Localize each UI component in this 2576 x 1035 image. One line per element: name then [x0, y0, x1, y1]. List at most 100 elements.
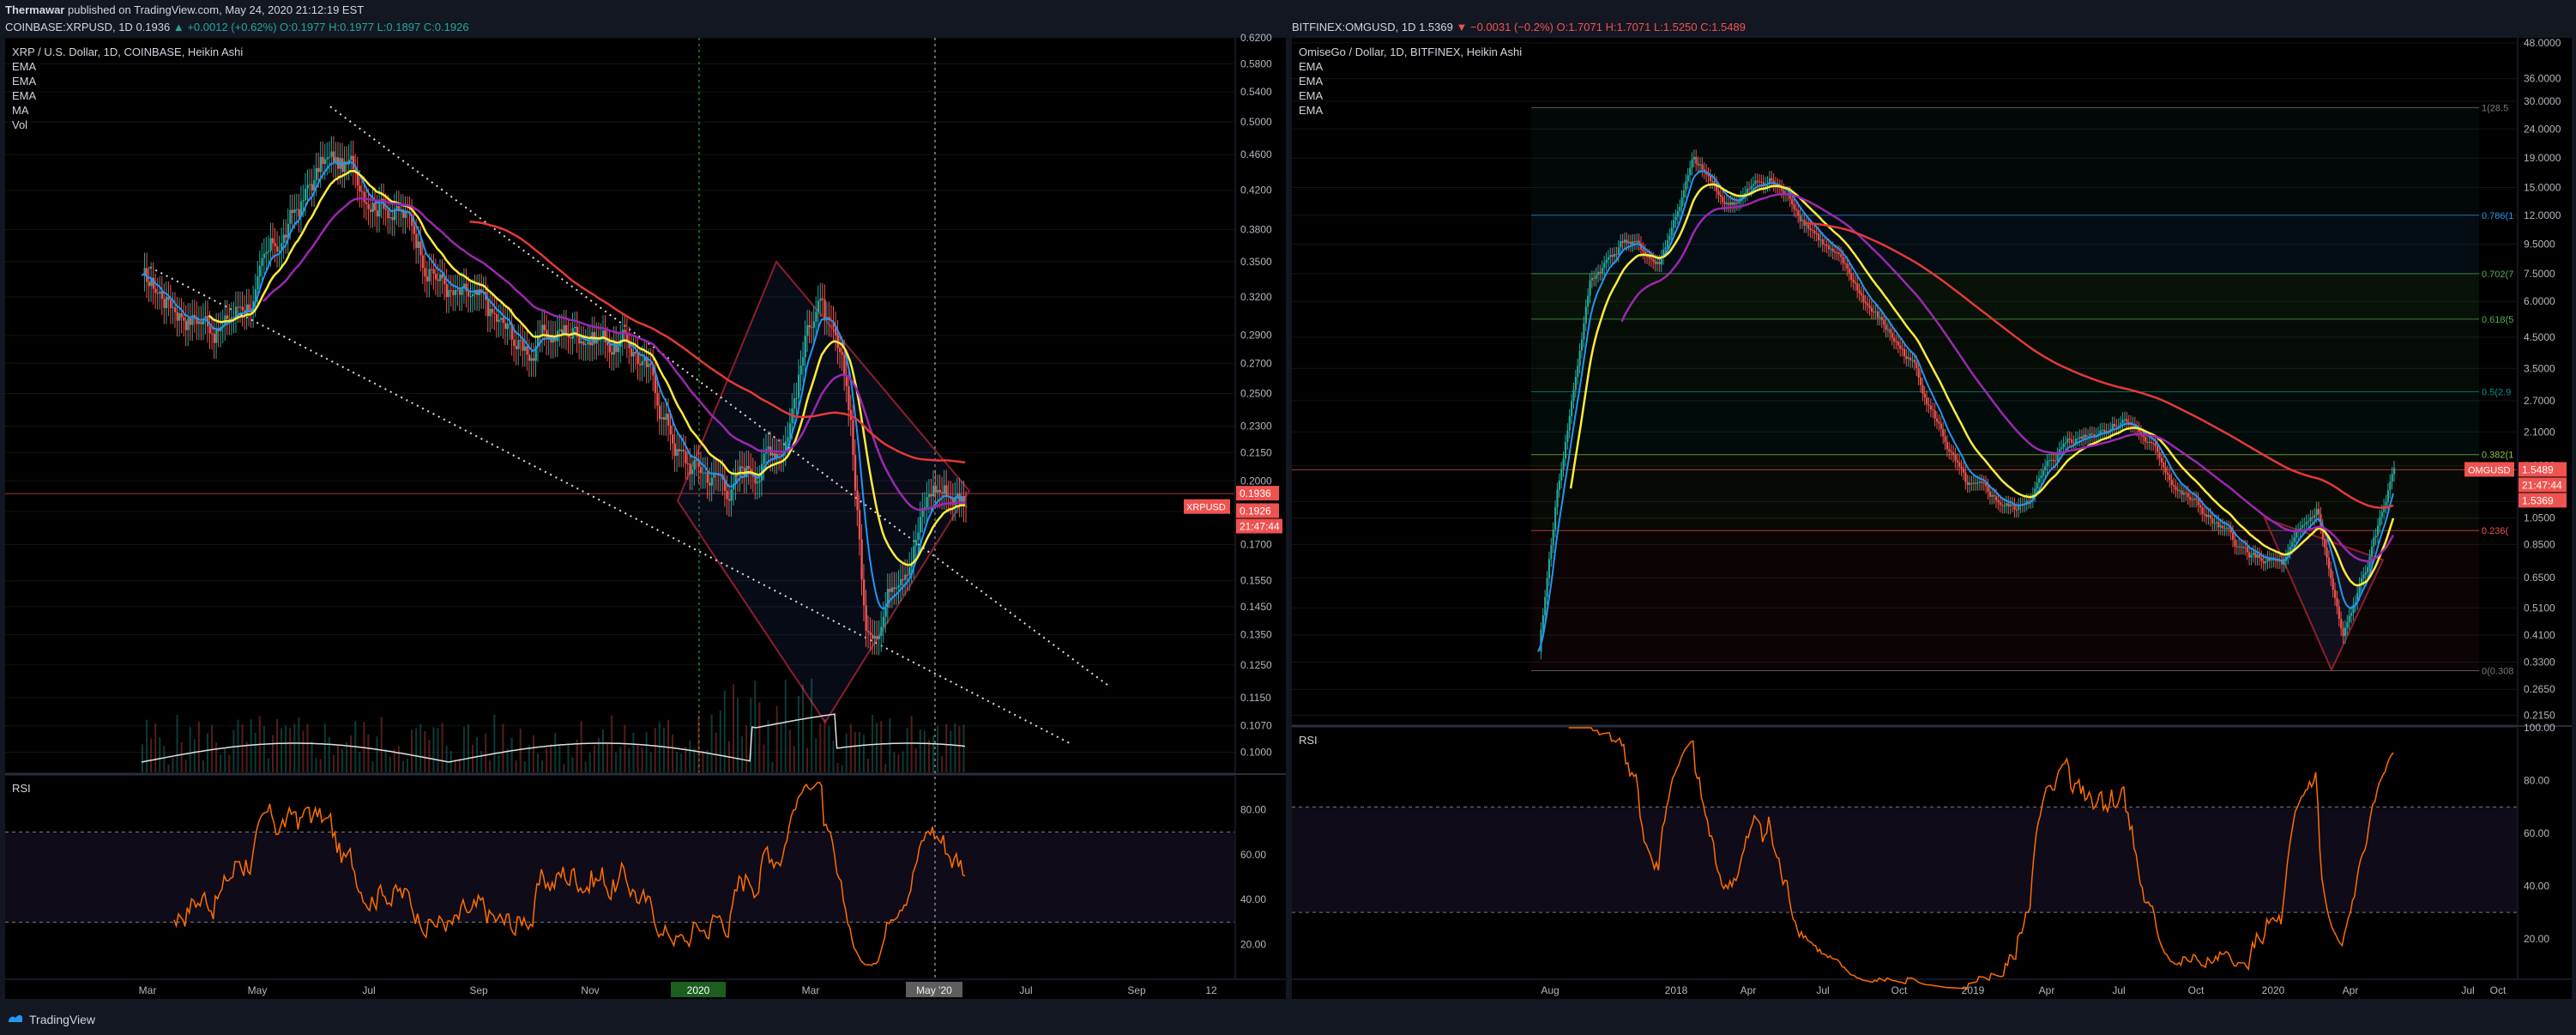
right-candle-body: [2126, 419, 2128, 422]
left-legend-vol[interactable]: Vol: [12, 118, 28, 131]
left-legend-ema-2[interactable]: EMA: [12, 75, 37, 88]
right-candle-body: [2303, 524, 2306, 526]
right-candle-body: [1988, 491, 1992, 497]
right-candle-body: [2213, 523, 2216, 524]
left-candle-body: [869, 632, 872, 635]
left-volume-bar: [889, 718, 891, 772]
right-price-tick: 30.0000: [2524, 95, 2561, 107]
left-volume-bar: [737, 698, 739, 772]
left-candle-body: [704, 472, 707, 474]
left-candle-body: [532, 358, 535, 361]
left-candle-body: [775, 454, 779, 458]
left-volume-bar: [571, 757, 574, 772]
right-candle-body: [1738, 201, 1740, 203]
right-price-pane[interactable]: [1292, 38, 2517, 724]
left-candle-body: [934, 485, 937, 493]
left-volume-bar: [150, 738, 153, 772]
left-legend-ma[interactable]: MA: [12, 104, 29, 117]
right-ema-purple-line: [1620, 193, 2395, 563]
tradingview-brand[interactable]: TradingView: [29, 1013, 96, 1026]
left-rsi-label[interactable]: RSI: [12, 782, 31, 795]
right-candle-body: [1546, 578, 1548, 597]
right-candle-body: [2332, 578, 2334, 590]
right-candle-body: [1934, 410, 1936, 419]
left-candle-body: [401, 209, 405, 218]
right-candle-body: [1972, 482, 1976, 484]
left-candle-body: [812, 321, 816, 328]
right-candle-body: [1964, 472, 1967, 482]
left-volume-bar: [519, 728, 522, 772]
right-candle-body: [1987, 486, 1989, 492]
right-candle-body: [1725, 203, 1728, 204]
left-candle-body: [954, 497, 956, 505]
left-symbol[interactable]: COINBASE:XRPUSD, 1D: [5, 21, 133, 33]
left-volume-bar: [628, 748, 630, 772]
left-candle-body: [439, 274, 442, 281]
right-legend-ema-4[interactable]: EMA: [1299, 104, 1324, 117]
right-candle-body: [1662, 249, 1665, 257]
left-legend-ema-1[interactable]: EMA: [12, 60, 37, 73]
left-volume-bar: [262, 726, 265, 772]
left-candle-body: [643, 356, 646, 361]
right-rsi-pane[interactable]: [1292, 728, 2517, 978]
right-legend-title[interactable]: OmiseGo / Dollar, 1D, BITFINEX, Heikin A…: [1299, 45, 1523, 58]
right-time-tick: Oct: [1891, 984, 1908, 996]
left-candle-body: [328, 156, 331, 158]
left-time-axis[interactable]: [5, 980, 1286, 999]
right-rsi-label[interactable]: RSI: [1299, 734, 1318, 747]
right-time-axis[interactable]: [1292, 980, 2572, 999]
left-price-tick: 0.1350: [1240, 629, 1272, 641]
left-candle-body: [839, 348, 842, 353]
left-volume-bar: [271, 735, 274, 772]
right-candle-body: [1605, 259, 1608, 263]
right-fib-label: 0.236(: [2482, 526, 2509, 536]
publisher-name[interactable]: Thermawar: [5, 3, 65, 16]
left-candle-body: [173, 307, 177, 312]
right-candle-body: [1680, 197, 1683, 207]
right-candle-body: [2056, 454, 2059, 461]
right-candle-body: [1821, 239, 1824, 245]
right-candle-body: [2203, 513, 2205, 515]
right-candle-body: [1921, 384, 1924, 394]
left-candle-body: [951, 498, 955, 505]
left-volume-bar: [397, 746, 400, 772]
left-candle-body: [202, 318, 205, 324]
left-candle-body: [697, 460, 700, 468]
left-legend-ema-3[interactable]: EMA: [12, 89, 37, 102]
right-symbol[interactable]: BITFINEX:OMGUSD, 1D: [1292, 21, 1416, 33]
right-legend-ema-3[interactable]: EMA: [1299, 89, 1324, 102]
right-legend-ema-2[interactable]: EMA: [1299, 75, 1324, 88]
left-candle-body: [456, 289, 459, 291]
right-candle-body: [2013, 505, 2016, 510]
left-candle-body: [965, 505, 968, 507]
right-legend-ema-1[interactable]: EMA: [1299, 60, 1324, 73]
left-candle-body: [495, 314, 498, 322]
right-candle-body: [1648, 256, 1650, 258]
right-candle-body: [1584, 306, 1587, 324]
right-candle-body: [1956, 460, 1958, 463]
left-candle-body: [465, 283, 468, 292]
right-candle-body: [2182, 493, 2186, 495]
right-candle-body: [2368, 556, 2371, 567]
right-price-axis[interactable]: [2519, 38, 2572, 978]
left-candle-body: [169, 300, 172, 308]
left-volume-bar: [489, 760, 492, 772]
right-candle-body: [1999, 502, 2001, 505]
left-volume-bar: [945, 723, 948, 772]
right-candle-body: [2338, 606, 2340, 620]
right-candle-body: [2080, 436, 2084, 439]
left-volume-bar: [472, 744, 474, 772]
left-volume-bar: [384, 748, 387, 772]
right-candle-body: [2193, 498, 2196, 500]
right-candle-body: [1750, 185, 1753, 190]
right-candle-body: [1580, 339, 1584, 351]
right-candle-body: [1729, 202, 1732, 205]
right-low: L:1.5250: [1653, 21, 1698, 33]
left-price-pane[interactable]: [5, 38, 1234, 772]
left-candle-body: [584, 344, 588, 346]
left-candle-body: [848, 386, 850, 411]
right-candle-body: [2358, 584, 2361, 593]
left-price-tick: 0.2150: [1240, 446, 1272, 458]
left-legend-title[interactable]: XRP / U.S. Dollar, 1D, COINBASE, Heikin …: [12, 45, 244, 58]
right-candle-body: [1807, 225, 1810, 229]
